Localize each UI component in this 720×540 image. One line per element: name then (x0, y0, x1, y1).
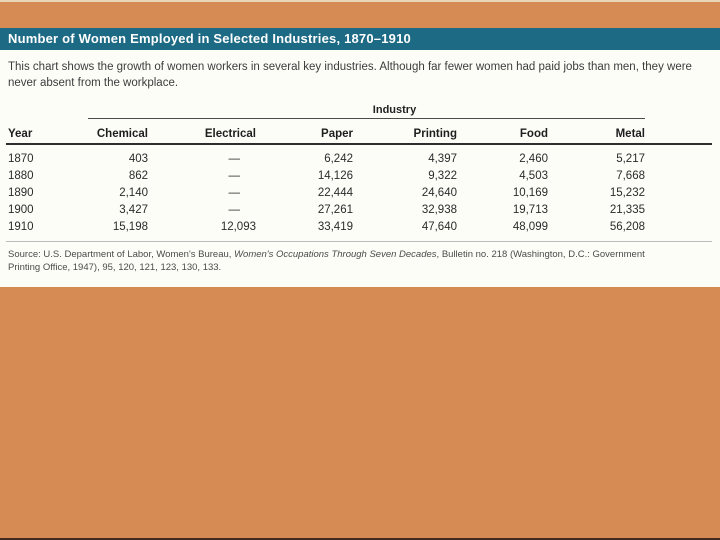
figure-panel: This chart shows the growth of women wor… (0, 50, 720, 287)
value-cell: 9,322 (428, 169, 457, 182)
column-header-chemical: Chemical (61, 119, 148, 145)
source-prefix: Source: U.S. Department of Labor, Women'… (8, 249, 235, 260)
value-cell: — (228, 152, 241, 165)
value-cell: 4,397 (428, 152, 457, 165)
table-row: 1910 15,198 12,093 33,419 47,640 48,099 … (6, 218, 712, 242)
value-cell: 6,242 (324, 152, 353, 165)
value-cell: 5,217 (616, 152, 645, 165)
value-cell: 22,444 (317, 186, 353, 199)
year-cell: 1870 (8, 152, 34, 165)
orange-band-top (0, 2, 720, 28)
year-cell: 1890 (8, 186, 34, 199)
column-header-year: Year (6, 119, 61, 145)
value-cell: — (228, 169, 241, 182)
table-row: 1900 3,427 — 27,261 32,938 19,713 21,335 (6, 201, 712, 218)
header-row: Year Chemical Electrical Paper Printing … (6, 119, 712, 145)
value-cell: 403 (128, 152, 148, 165)
value-cell: 48,099 (512, 220, 548, 233)
value-cell: 862 (128, 169, 148, 182)
top-edge-strip (0, 0, 720, 2)
figure-title-bar: Number of Women Employed in Selected Ind… (0, 28, 720, 50)
column-header-metal: Metal (548, 119, 645, 145)
value-cell: — (228, 186, 241, 199)
value-cell: 15,198 (112, 220, 148, 233)
value-cell: 24,640 (421, 186, 457, 199)
spacer-cell (645, 144, 712, 167)
year-cell: 1900 (8, 203, 34, 216)
table-row: 1890 2,140 — 22,444 24,640 10,169 15,232 (6, 184, 712, 201)
value-cell: 2,460 (519, 152, 548, 165)
value-cell: 10,169 (512, 186, 548, 199)
value-cell: 47,640 (421, 220, 457, 233)
source-work-title: Women's Occupations Through Seven Decade… (234, 249, 437, 260)
source-suffix: , Bulletin no. 218 (Washington, D.C.: Go… (8, 249, 645, 273)
orange-band-bottom (0, 287, 720, 538)
column-header-food: Food (457, 119, 548, 145)
spacer-cell (645, 201, 712, 218)
value-cell: 7,668 (616, 169, 645, 182)
source-citation: Source: U.S. Department of Labor, Women'… (8, 248, 656, 274)
industry-group-header: Industry (88, 104, 645, 119)
table-row: 1870 403 — 6,242 4,397 2,460 5,217 (6, 144, 712, 167)
bottom-edge-line (0, 538, 720, 540)
value-cell: 56,208 (609, 220, 645, 233)
figure-title: Number of Women Employed in Selected Ind… (8, 31, 411, 46)
value-cell: 3,427 (119, 203, 148, 216)
spacer-cell (645, 218, 712, 242)
column-header-electrical: Electrical (148, 119, 256, 145)
value-cell: 2,140 (119, 186, 148, 199)
value-cell: 33,419 (317, 220, 353, 233)
year-cell: 1880 (8, 169, 34, 182)
data-table: Year Chemical Electrical Paper Printing … (6, 119, 712, 242)
value-cell: 4,503 (519, 169, 548, 182)
value-cell: 14,126 (317, 169, 353, 182)
spacer-cell (645, 119, 712, 145)
value-cell: 15,232 (609, 186, 645, 199)
column-header-paper: Paper (256, 119, 353, 145)
industry-group-label: Industry (372, 104, 417, 116)
figure-caption: This chart shows the growth of women wor… (8, 61, 692, 89)
value-cell: 12,093 (220, 220, 256, 233)
column-header-printing: Printing (353, 119, 457, 145)
spacer-cell (645, 184, 712, 201)
value-cell: 21,335 (609, 203, 645, 216)
year-cell: 1910 (8, 220, 34, 233)
value-cell: 32,938 (421, 203, 457, 216)
spacer-cell (645, 167, 712, 184)
value-cell: 19,713 (512, 203, 548, 216)
value-cell: 27,261 (317, 203, 353, 216)
value-cell: — (228, 203, 241, 216)
table-row: 1880 862 — 14,126 9,322 4,503 7,668 (6, 167, 712, 184)
